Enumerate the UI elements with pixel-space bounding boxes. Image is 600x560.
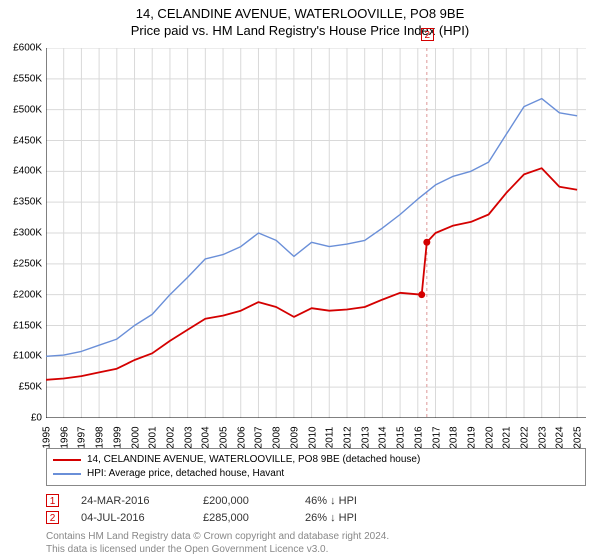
x-tick-label: 1998 xyxy=(95,426,106,448)
transaction-row: 1 24-MAR-2016 £200,000 46% ↓ HPI xyxy=(46,492,586,509)
x-tick-label: 2001 xyxy=(148,426,159,448)
x-tick-label: 2016 xyxy=(413,426,424,448)
x-tick-label: 2005 xyxy=(219,426,230,448)
y-tick-label: £250K xyxy=(13,258,42,269)
x-tick-label: 2018 xyxy=(449,426,460,448)
x-tick-label: 2024 xyxy=(555,426,566,448)
chart: £0£50K£100K£150K£200K£250K£300K£350K£400… xyxy=(46,48,586,418)
transaction-row: 2 04-JUL-2016 £285,000 26% ↓ HPI xyxy=(46,509,586,526)
y-tick-label: £500K xyxy=(13,104,42,115)
x-tick-label: 2025 xyxy=(573,426,584,448)
footer-line-1: Contains HM Land Registry data © Crown c… xyxy=(46,530,586,543)
transaction-marker: 1 xyxy=(46,494,59,507)
x-tick-label: 1999 xyxy=(112,426,123,448)
x-tick-label: 2011 xyxy=(325,427,336,449)
footer-line-2: This data is licensed under the Open Gov… xyxy=(46,543,586,556)
transaction-price: £200,000 xyxy=(203,495,283,507)
x-tick-label: 2002 xyxy=(166,426,177,448)
y-tick-label: £300K xyxy=(13,228,42,239)
x-tick-label: 2017 xyxy=(431,426,442,448)
y-tick-label: £350K xyxy=(13,197,42,208)
x-tick-label: 2015 xyxy=(396,426,407,448)
x-tick-label: 1995 xyxy=(42,426,53,448)
transaction-marker: 2 xyxy=(46,511,59,524)
y-tick-label: £100K xyxy=(13,351,42,362)
x-tick-label: 2009 xyxy=(289,426,300,448)
y-tick-label: £0 xyxy=(31,413,42,424)
transaction-date: 24-MAR-2016 xyxy=(81,495,181,507)
y-tick-label: £600K xyxy=(13,43,42,54)
x-tick-label: 2023 xyxy=(537,426,548,448)
transactions-table: 1 24-MAR-2016 £200,000 46% ↓ HPI 2 04-JUL-201… xyxy=(46,492,586,526)
legend-item: 14, CELANDINE AVENUE, WATERLOOVILLE, PO8… xyxy=(53,453,579,467)
y-tick-label: £550K xyxy=(13,73,42,84)
x-tick-label: 2006 xyxy=(236,426,247,448)
transaction-price: £285,000 xyxy=(203,512,283,524)
title-line-1: 14, CELANDINE AVENUE, WATERLOOVILLE, PO8… xyxy=(0,6,600,23)
chart-marker-box: 2 xyxy=(421,28,434,41)
y-tick-label: £200K xyxy=(13,289,42,300)
x-tick-label: 2004 xyxy=(201,426,212,448)
y-tick-label: £150K xyxy=(13,320,42,331)
transaction-delta: 46% ↓ HPI xyxy=(305,495,357,507)
chart-svg xyxy=(46,48,586,418)
y-tick-label: £450K xyxy=(13,135,42,146)
x-tick-label: 2007 xyxy=(254,426,265,448)
x-tick-label: 2019 xyxy=(467,426,478,448)
x-tick-label: 2003 xyxy=(183,426,194,448)
x-tick-label: 2022 xyxy=(520,426,531,448)
x-tick-label: 1996 xyxy=(59,426,70,448)
x-tick-label: 2014 xyxy=(378,426,389,448)
legend-label: 14, CELANDINE AVENUE, WATERLOOVILLE, PO8… xyxy=(87,453,420,467)
legend-label: HPI: Average price, detached house, Hava… xyxy=(87,467,284,481)
x-tick-label: 1997 xyxy=(77,426,88,448)
legend: 14, CELANDINE AVENUE, WATERLOOVILLE, PO8… xyxy=(46,448,586,486)
y-tick-label: £50K xyxy=(19,382,42,393)
transaction-delta: 26% ↓ HPI xyxy=(305,512,357,524)
legend-swatch xyxy=(53,473,81,475)
y-tick-label: £400K xyxy=(13,166,42,177)
x-tick-label: 2012 xyxy=(343,426,354,448)
x-tick-label: 2021 xyxy=(502,426,513,448)
x-tick-label: 2013 xyxy=(360,426,371,448)
footer-note: Contains HM Land Registry data © Crown c… xyxy=(46,530,586,556)
x-tick-label: 2000 xyxy=(130,426,141,448)
x-tick-label: 2010 xyxy=(307,426,318,448)
x-tick-label: 2008 xyxy=(272,426,283,448)
transaction-date: 04-JUL-2016 xyxy=(81,512,181,524)
legend-item: HPI: Average price, detached house, Hava… xyxy=(53,467,579,481)
x-tick-label: 2020 xyxy=(484,426,495,448)
title-line-2: Price paid vs. HM Land Registry's House … xyxy=(0,23,600,40)
legend-swatch xyxy=(53,459,81,461)
